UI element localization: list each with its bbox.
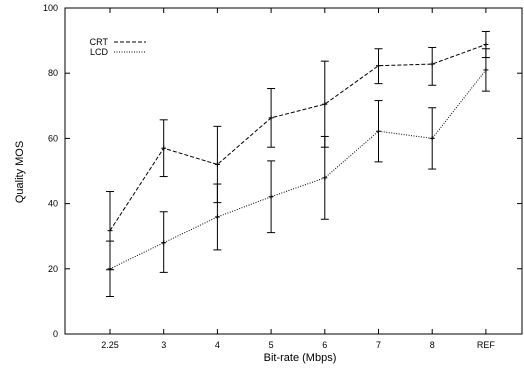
y-tick-label: 20 [48, 264, 58, 274]
lcd-point [107, 266, 113, 272]
crt-point [107, 228, 113, 234]
x-tick-label: REF [477, 340, 496, 350]
y-tick-label: 40 [48, 199, 58, 209]
y-tick-label: 0 [53, 329, 58, 339]
crt-point [376, 63, 381, 69]
x-tick-label: 5 [269, 340, 274, 350]
legend-label-lcd: LCD [90, 47, 109, 57]
axes: 0 20 40 60 80 100 2.25 3 4 5 6 7 8 REF [43, 3, 523, 350]
y-tick-label: 80 [48, 68, 58, 78]
lcd-point [268, 194, 274, 200]
lcd-point [429, 135, 435, 141]
crt-line [109, 44, 487, 231]
lcd-point [322, 175, 328, 181]
x-axis-title: Bit-rate (Mbps) [264, 352, 337, 364]
crt-point [161, 145, 167, 151]
crt-point [268, 115, 274, 121]
lcd-point [214, 214, 220, 220]
legend-label-crt: CRT [90, 37, 109, 47]
y-tick-label: 100 [43, 3, 58, 13]
x-tick-label: 3 [161, 340, 166, 350]
x-tick-label: 7 [376, 340, 381, 350]
x-tick-label: 6 [322, 340, 327, 350]
crt-point [429, 61, 435, 67]
x-tick-label: 2.25 [101, 340, 119, 350]
lcd-line [109, 69, 487, 270]
data-points [107, 42, 489, 272]
lcd-point [161, 240, 167, 246]
y-axis-title: Quality MOS [14, 141, 26, 203]
crt-point [483, 42, 489, 48]
series-lines [109, 44, 487, 270]
error-bars [106, 30, 490, 298]
lcd-point [483, 67, 489, 73]
crt-point [322, 101, 328, 107]
lcd-point [376, 128, 381, 134]
crt-point [214, 161, 220, 167]
y-tick-label: 60 [48, 133, 58, 143]
x-tick-label: 8 [430, 340, 435, 350]
plot-frame [64, 7, 523, 335]
x-tick-label: 4 [215, 340, 220, 350]
